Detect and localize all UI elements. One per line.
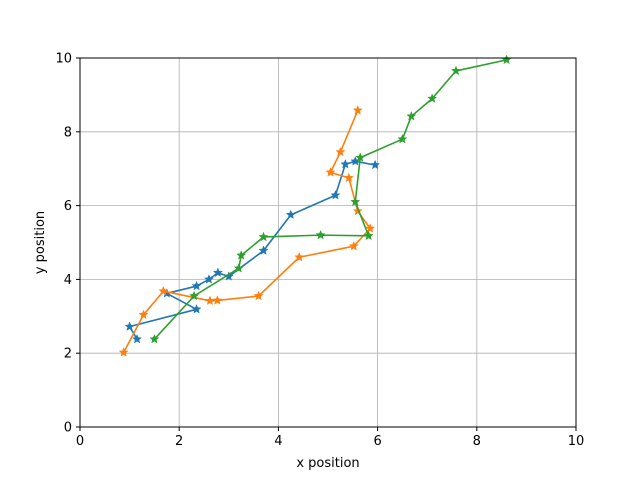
series-2-point (158, 285, 169, 296)
x-tick-label: 10 (568, 434, 585, 449)
x-tick-label: 6 (373, 434, 381, 449)
series-3-point (355, 152, 366, 162)
series-2-point (138, 309, 149, 320)
series-1-point (132, 333, 143, 344)
series-1-line (128, 160, 376, 340)
series-2-point (352, 105, 363, 115)
series-1-point (124, 321, 135, 331)
series-2-point (325, 167, 336, 177)
y-tick-label: 2 (64, 347, 72, 362)
x-tick-label: 0 (76, 434, 84, 449)
series-2-point (335, 146, 346, 157)
series-3-point (236, 250, 247, 260)
series-2-point (365, 223, 376, 233)
series-1-point (340, 158, 351, 169)
y-tick-label: 0 (64, 421, 72, 436)
y-tick-label: 4 (64, 273, 72, 288)
series-2 (118, 105, 376, 357)
series-1-point (330, 189, 341, 200)
series-2-point (348, 240, 359, 251)
x-tick-label: 4 (274, 434, 282, 449)
series-3-point (427, 93, 438, 103)
series-1-point (223, 271, 234, 281)
series-2-point (118, 347, 129, 357)
series-1-point (203, 274, 214, 284)
x-tick-label: 2 (175, 434, 183, 449)
series-2-point (294, 251, 305, 262)
x-tick-label: 8 (473, 434, 481, 449)
series-2-point (253, 290, 264, 301)
series-1-point (258, 245, 269, 255)
y-tick-label: 10 (55, 52, 72, 67)
y-tick-label: 8 (64, 125, 72, 140)
ticks: 0 2 4 6 8 10 0 2 4 6 8 10 (55, 52, 584, 450)
series-3-point (233, 263, 244, 273)
series-layer (118, 54, 512, 357)
series-1-point (191, 280, 202, 291)
series-2-line (122, 110, 371, 353)
series-3-point (258, 231, 269, 242)
y-axis-label: y position (33, 211, 48, 274)
series-3-point (406, 111, 417, 121)
series-3-point (315, 229, 326, 240)
x-axis-label: x position (296, 456, 359, 471)
series-3-point (450, 65, 461, 76)
series-2-point (212, 295, 223, 305)
series-2-point (352, 205, 363, 216)
series-1-point (212, 267, 223, 278)
y-tick-label: 6 (64, 199, 72, 214)
series-1-point (370, 159, 381, 170)
plot-frame (79, 57, 577, 428)
series-3-point (363, 230, 374, 241)
series-1-point (285, 209, 296, 220)
series-1-point (191, 304, 202, 314)
series-2-point (343, 172, 354, 183)
series-3-point (397, 133, 408, 144)
series-3-point (149, 333, 160, 344)
series-3-point (189, 290, 200, 301)
series-3-point (350, 196, 361, 207)
